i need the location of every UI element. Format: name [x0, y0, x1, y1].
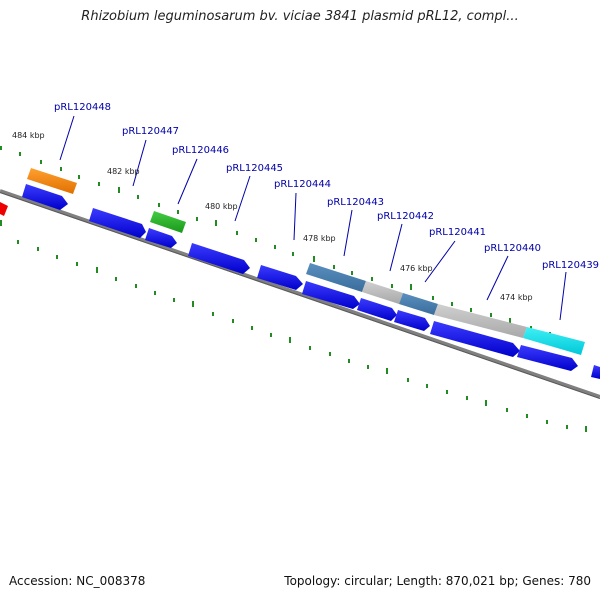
gene-arrow[interactable]: [89, 208, 146, 238]
scale-label-480: 480 kbp: [205, 202, 238, 211]
steelblue-segment-2[interactable]: [399, 293, 438, 315]
gray-segment-1[interactable]: [362, 281, 403, 304]
gene-label[interactable]: pRL120442: [377, 211, 434, 222]
gene-arrow[interactable]: [188, 243, 250, 274]
gene-labels: pRL120448 pRL120447 pRL120446 pRL120445 …: [54, 102, 599, 271]
red-feature-segment[interactable]: [0, 202, 8, 216]
map-title: Rhizobium leguminosarum bv. viciae 3841 …: [81, 9, 519, 24]
scale-label-482: 482 kbp: [107, 167, 140, 176]
gene-label[interactable]: pRL120445: [226, 163, 283, 174]
gene-arrow[interactable]: [394, 310, 430, 331]
gene-label[interactable]: pRL120444: [274, 179, 331, 190]
label-leader-lines: [59, 115, 567, 321]
gene-arrow[interactable]: [257, 265, 303, 290]
scale-label-476: 476 kbp: [400, 264, 433, 273]
gene-label[interactable]: pRL120443: [327, 197, 384, 208]
genome-summary-text: Topology: circular; Length: 870,021 bp; …: [284, 574, 591, 588]
gene-label[interactable]: pRL120441: [429, 227, 486, 238]
gray-segment-2[interactable]: [434, 304, 527, 338]
scale-label-484: 484 kbp: [12, 131, 45, 140]
gene-arrow[interactable]: [357, 298, 397, 321]
gene-arrow[interactable]: [591, 365, 600, 379]
accession-text: Accession: NC_008378: [9, 574, 146, 588]
gene-label[interactable]: pRL120448: [54, 102, 111, 113]
gene-label[interactable]: pRL120439: [542, 260, 599, 271]
scale-labels: 484 kbp 482 kbp 480 kbp 478 kbp 476 kbp …: [12, 131, 533, 302]
steelblue-segment-1[interactable]: [306, 263, 366, 292]
gene-arrow[interactable]: [145, 228, 177, 248]
gene-arrow[interactable]: [302, 281, 360, 309]
gene-arrow[interactable]: [517, 345, 578, 371]
gene-label[interactable]: pRL120447: [122, 126, 179, 137]
gene-arrows: [22, 184, 600, 379]
gene-label[interactable]: pRL120446: [172, 145, 229, 156]
cyan-gene-segment[interactable]: [523, 327, 585, 355]
gene-arrow[interactable]: [430, 321, 520, 357]
gene-label[interactable]: pRL120440: [484, 243, 541, 254]
plasmid-backbone: [0, 189, 600, 399]
inner-tick-row: [0, 220, 587, 432]
outer-feature-track: [0, 168, 585, 355]
green-gene-segment[interactable]: [150, 211, 186, 233]
gene-arrow[interactable]: [22, 184, 68, 210]
scale-label-474: 474 kbp: [500, 293, 533, 302]
scale-label-478: 478 kbp: [303, 234, 336, 243]
orange-gene-segment[interactable]: [27, 168, 77, 194]
